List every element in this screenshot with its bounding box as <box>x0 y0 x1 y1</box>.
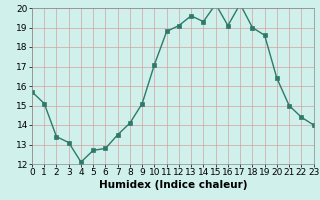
X-axis label: Humidex (Indice chaleur): Humidex (Indice chaleur) <box>99 180 247 190</box>
